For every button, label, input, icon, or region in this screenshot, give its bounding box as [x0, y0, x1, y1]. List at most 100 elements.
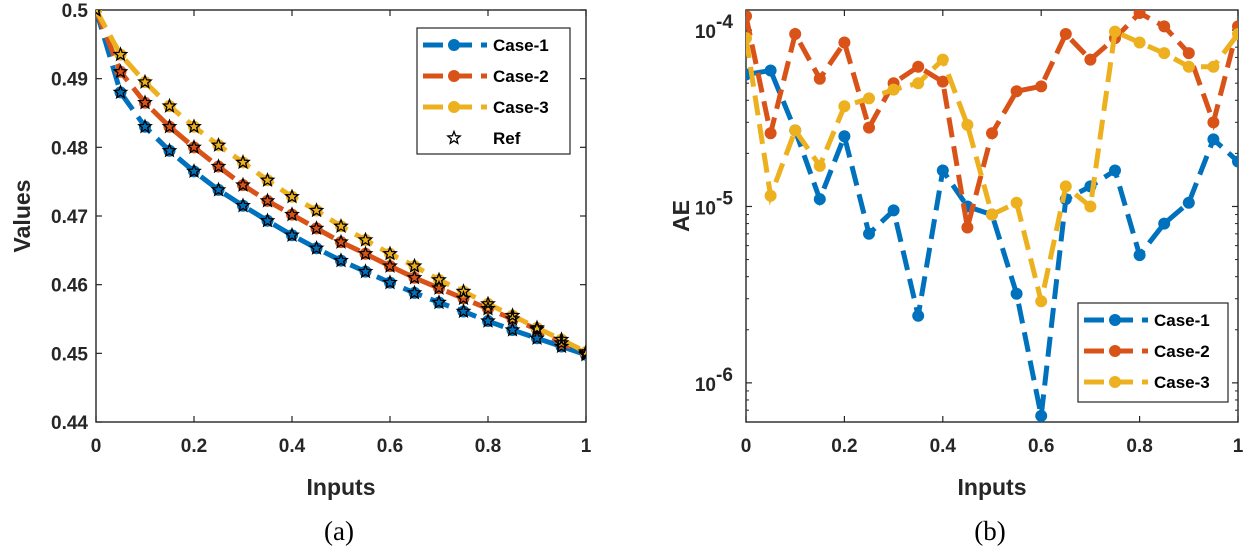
data-point-case-3 — [789, 124, 802, 137]
data-point-case-3 — [813, 159, 826, 172]
ref-star-marker — [210, 136, 227, 152]
data-point-case-3 — [912, 77, 925, 90]
ref-star-marker — [137, 73, 153, 89]
data-point-case-1 — [912, 309, 925, 322]
legend-label: Case-2 — [493, 67, 549, 86]
x-tick-label: 0.6 — [377, 436, 403, 457]
ref-star-marker — [161, 142, 178, 158]
data-point-case-2 — [1084, 53, 1097, 66]
legend-label: Case-3 — [1154, 373, 1210, 392]
x-tick-label: 0 — [91, 436, 102, 457]
ref-star-marker — [504, 310, 521, 326]
ref-star-marker — [455, 283, 472, 299]
y-tick-label-base: 10 — [695, 375, 716, 396]
data-point-case-1 — [1207, 133, 1220, 146]
ref-star-marker — [235, 197, 251, 213]
y-axis-label: Values — [9, 180, 35, 253]
x-tick-label: 1 — [1233, 436, 1244, 457]
legend-marker — [448, 39, 460, 51]
legend-marker — [448, 101, 460, 113]
ref-star-marker — [284, 206, 300, 222]
legend-marker — [1109, 345, 1121, 357]
x-tick-label: 1 — [581, 436, 592, 457]
ref-star-marker — [455, 290, 472, 306]
ref-star-marker — [553, 334, 570, 350]
data-point-case-2 — [936, 75, 949, 88]
ref-star-marker — [308, 220, 325, 236]
ref-star-marker — [112, 46, 129, 62]
data-point-case-1 — [1232, 155, 1238, 168]
data-point-case-3 — [1207, 60, 1220, 73]
x-tick-label: 0.2 — [181, 436, 207, 457]
ref-star-marker — [333, 252, 349, 268]
data-point-case-3 — [1232, 28, 1238, 41]
data-point-case-3 — [961, 118, 974, 131]
data-point-case-3 — [863, 92, 875, 105]
data-point-case-3 — [1158, 47, 1171, 60]
chart-panel-a: 0 0.2 0.4 0.6 0.8 1 0.44 0.45 0.46 0.47 0.48 0.49 0.… — [9, 1, 592, 546]
data-point-case-3 — [936, 53, 949, 66]
legend-box — [416, 27, 571, 155]
x-tick-label: 0.8 — [1126, 436, 1152, 457]
data-point-case-2 — [1035, 80, 1048, 93]
data-point-case-1 — [1182, 196, 1195, 209]
ref-star-marker — [333, 233, 349, 249]
ref-star-marker — [480, 295, 496, 311]
ref-star-marker — [406, 284, 423, 300]
series-group — [746, 10, 1238, 422]
ref-star-marker — [553, 331, 570, 347]
ref-star-marker — [259, 212, 276, 228]
data-point-case-2 — [1182, 47, 1195, 60]
data-point-case-1 — [1133, 249, 1146, 262]
ref-star-marker — [161, 97, 178, 113]
ref-star-marker — [382, 245, 398, 261]
data-point-case-1 — [1010, 287, 1023, 300]
ref-star-marker — [333, 217, 349, 234]
x-tick-label: 0.4 — [930, 436, 957, 457]
x-tick-label: 0.8 — [475, 436, 501, 457]
ref-star-marker — [578, 343, 586, 359]
data-point-case-2 — [912, 60, 925, 73]
panel-caption: (a) — [324, 516, 354, 546]
data-point-case-1 — [1109, 164, 1121, 177]
x-axis-label: Inputs — [958, 474, 1027, 500]
data-point-case-1 — [1035, 409, 1048, 422]
data-point-case-2 — [986, 127, 998, 140]
y-tick-label: 0.45 — [51, 344, 88, 365]
data-point-case-3 — [1182, 60, 1195, 73]
data-point-case-1 — [813, 193, 826, 206]
ref-star-marker — [259, 171, 276, 188]
y-tick-label: 0.47 — [51, 207, 88, 228]
data-point-case-1 — [936, 164, 949, 177]
data-point-case-3 — [1059, 180, 1072, 193]
data-point-case-2 — [1133, 10, 1146, 20]
data-point-case-2 — [863, 121, 875, 134]
legend-label: Ref — [493, 129, 521, 148]
ref-star-marker — [529, 319, 545, 335]
ref-star-marker — [284, 188, 300, 204]
data-point-case-2 — [746, 10, 752, 23]
ref-star-marker — [480, 300, 496, 316]
data-point-case-2 — [764, 127, 777, 140]
data-point-case-3 — [986, 208, 998, 221]
ref-star-marker — [529, 329, 545, 345]
ref-star-marker — [431, 294, 447, 310]
ref-star-marker — [308, 239, 325, 255]
data-point-case-3 — [887, 83, 900, 96]
legend-label: Case-1 — [1154, 311, 1210, 330]
data-point-case-3 — [764, 189, 777, 202]
legend-label: Case-3 — [493, 98, 549, 117]
ref-star-marker — [112, 84, 129, 100]
data-point-case-2 — [789, 28, 802, 41]
data-point-case-2 — [961, 221, 974, 234]
legend-marker-ref — [446, 129, 462, 145]
ref-star-marker — [455, 303, 472, 319]
y-tick-label: 0.46 — [51, 276, 88, 297]
x-tick-label: 0.6 — [1028, 436, 1054, 457]
ref-star-marker — [382, 274, 398, 290]
ref-star-marker — [235, 154, 251, 170]
ref-star-marker — [431, 271, 447, 287]
series-line-case-1 — [746, 67, 1238, 417]
data-point-case-1 — [838, 130, 851, 143]
ref-star-marker — [137, 118, 153, 134]
